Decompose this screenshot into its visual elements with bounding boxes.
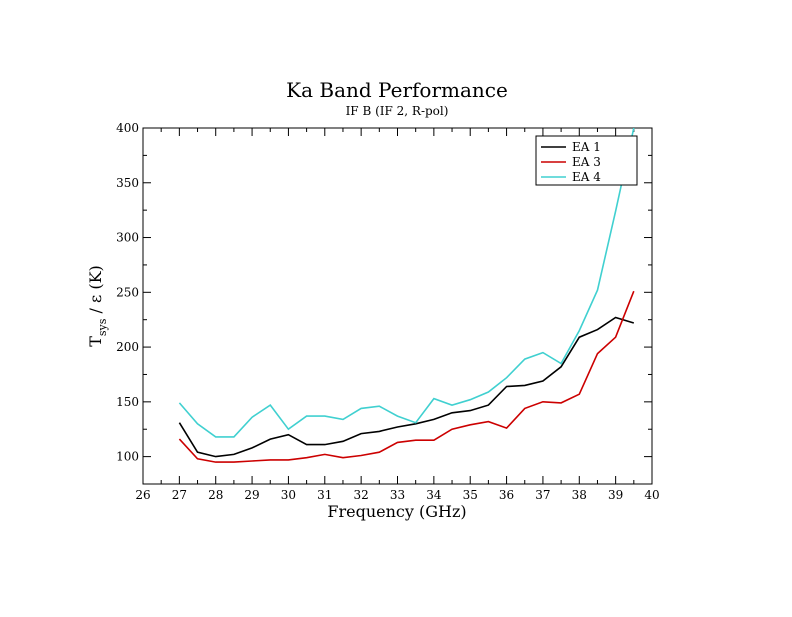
x-axis-label: Frequency (GHz) <box>327 502 466 521</box>
y-tick-label: 200 <box>116 340 139 354</box>
plot-area: 26 27 28 29 30 31 32 33 34 35 36 37 38 39 40 100 150 200 2… <box>116 121 660 502</box>
x-tick-label: 27 <box>172 488 187 502</box>
y-axis-label-rest: / ε (K) <box>86 265 105 318</box>
x-tick-label: 33 <box>390 488 405 502</box>
x-tick-label: 29 <box>244 488 259 502</box>
y-tick-label: 350 <box>116 176 139 190</box>
x-tick-label: 32 <box>354 488 369 502</box>
x-tick-label: 37 <box>535 488 550 502</box>
x-tick-label: 36 <box>499 488 514 502</box>
series-line-ea-3 <box>178 290 635 463</box>
series-line-ea-4 <box>178 128 635 438</box>
x-tick-label: 39 <box>608 488 623 502</box>
x-tick-label: 34 <box>426 488 442 502</box>
x-tick-label: 31 <box>317 488 332 502</box>
y-tick-label: 400 <box>116 121 139 135</box>
y-tick-label: 100 <box>116 450 139 464</box>
y-tick-label: 300 <box>116 231 139 245</box>
chart-title: Ka Band Performance <box>286 78 508 102</box>
x-tick-label: 38 <box>572 488 587 502</box>
y-tick-label: 150 <box>116 395 139 409</box>
legend-label-ea-1: EA 1 <box>572 140 601 154</box>
legend-label-ea-3: EA 3 <box>572 155 601 169</box>
y-axis-label-main: T <box>86 336 105 347</box>
svg-text:Tsys / ε (K): Tsys / ε (K) <box>86 265 109 347</box>
y-axis-label: Tsys / ε (K) <box>86 265 109 347</box>
y-tick-label: 250 <box>116 285 139 299</box>
legend: EA 1EA 3EA 4 <box>535 135 638 186</box>
x-tick-label: 40 <box>644 488 659 502</box>
legend-label-ea-4: EA 4 <box>572 170 601 184</box>
y-axis-label-sub: sys <box>96 318 109 336</box>
x-tick-label: 30 <box>281 488 296 502</box>
x-tick-label: 35 <box>463 488 478 502</box>
series-line-ea-1 <box>178 316 635 458</box>
chart-subtitle: IF B (IF 2, R-pol) <box>346 104 449 118</box>
x-tick-label: 26 <box>135 488 150 502</box>
x-tick-label: 28 <box>208 488 223 502</box>
